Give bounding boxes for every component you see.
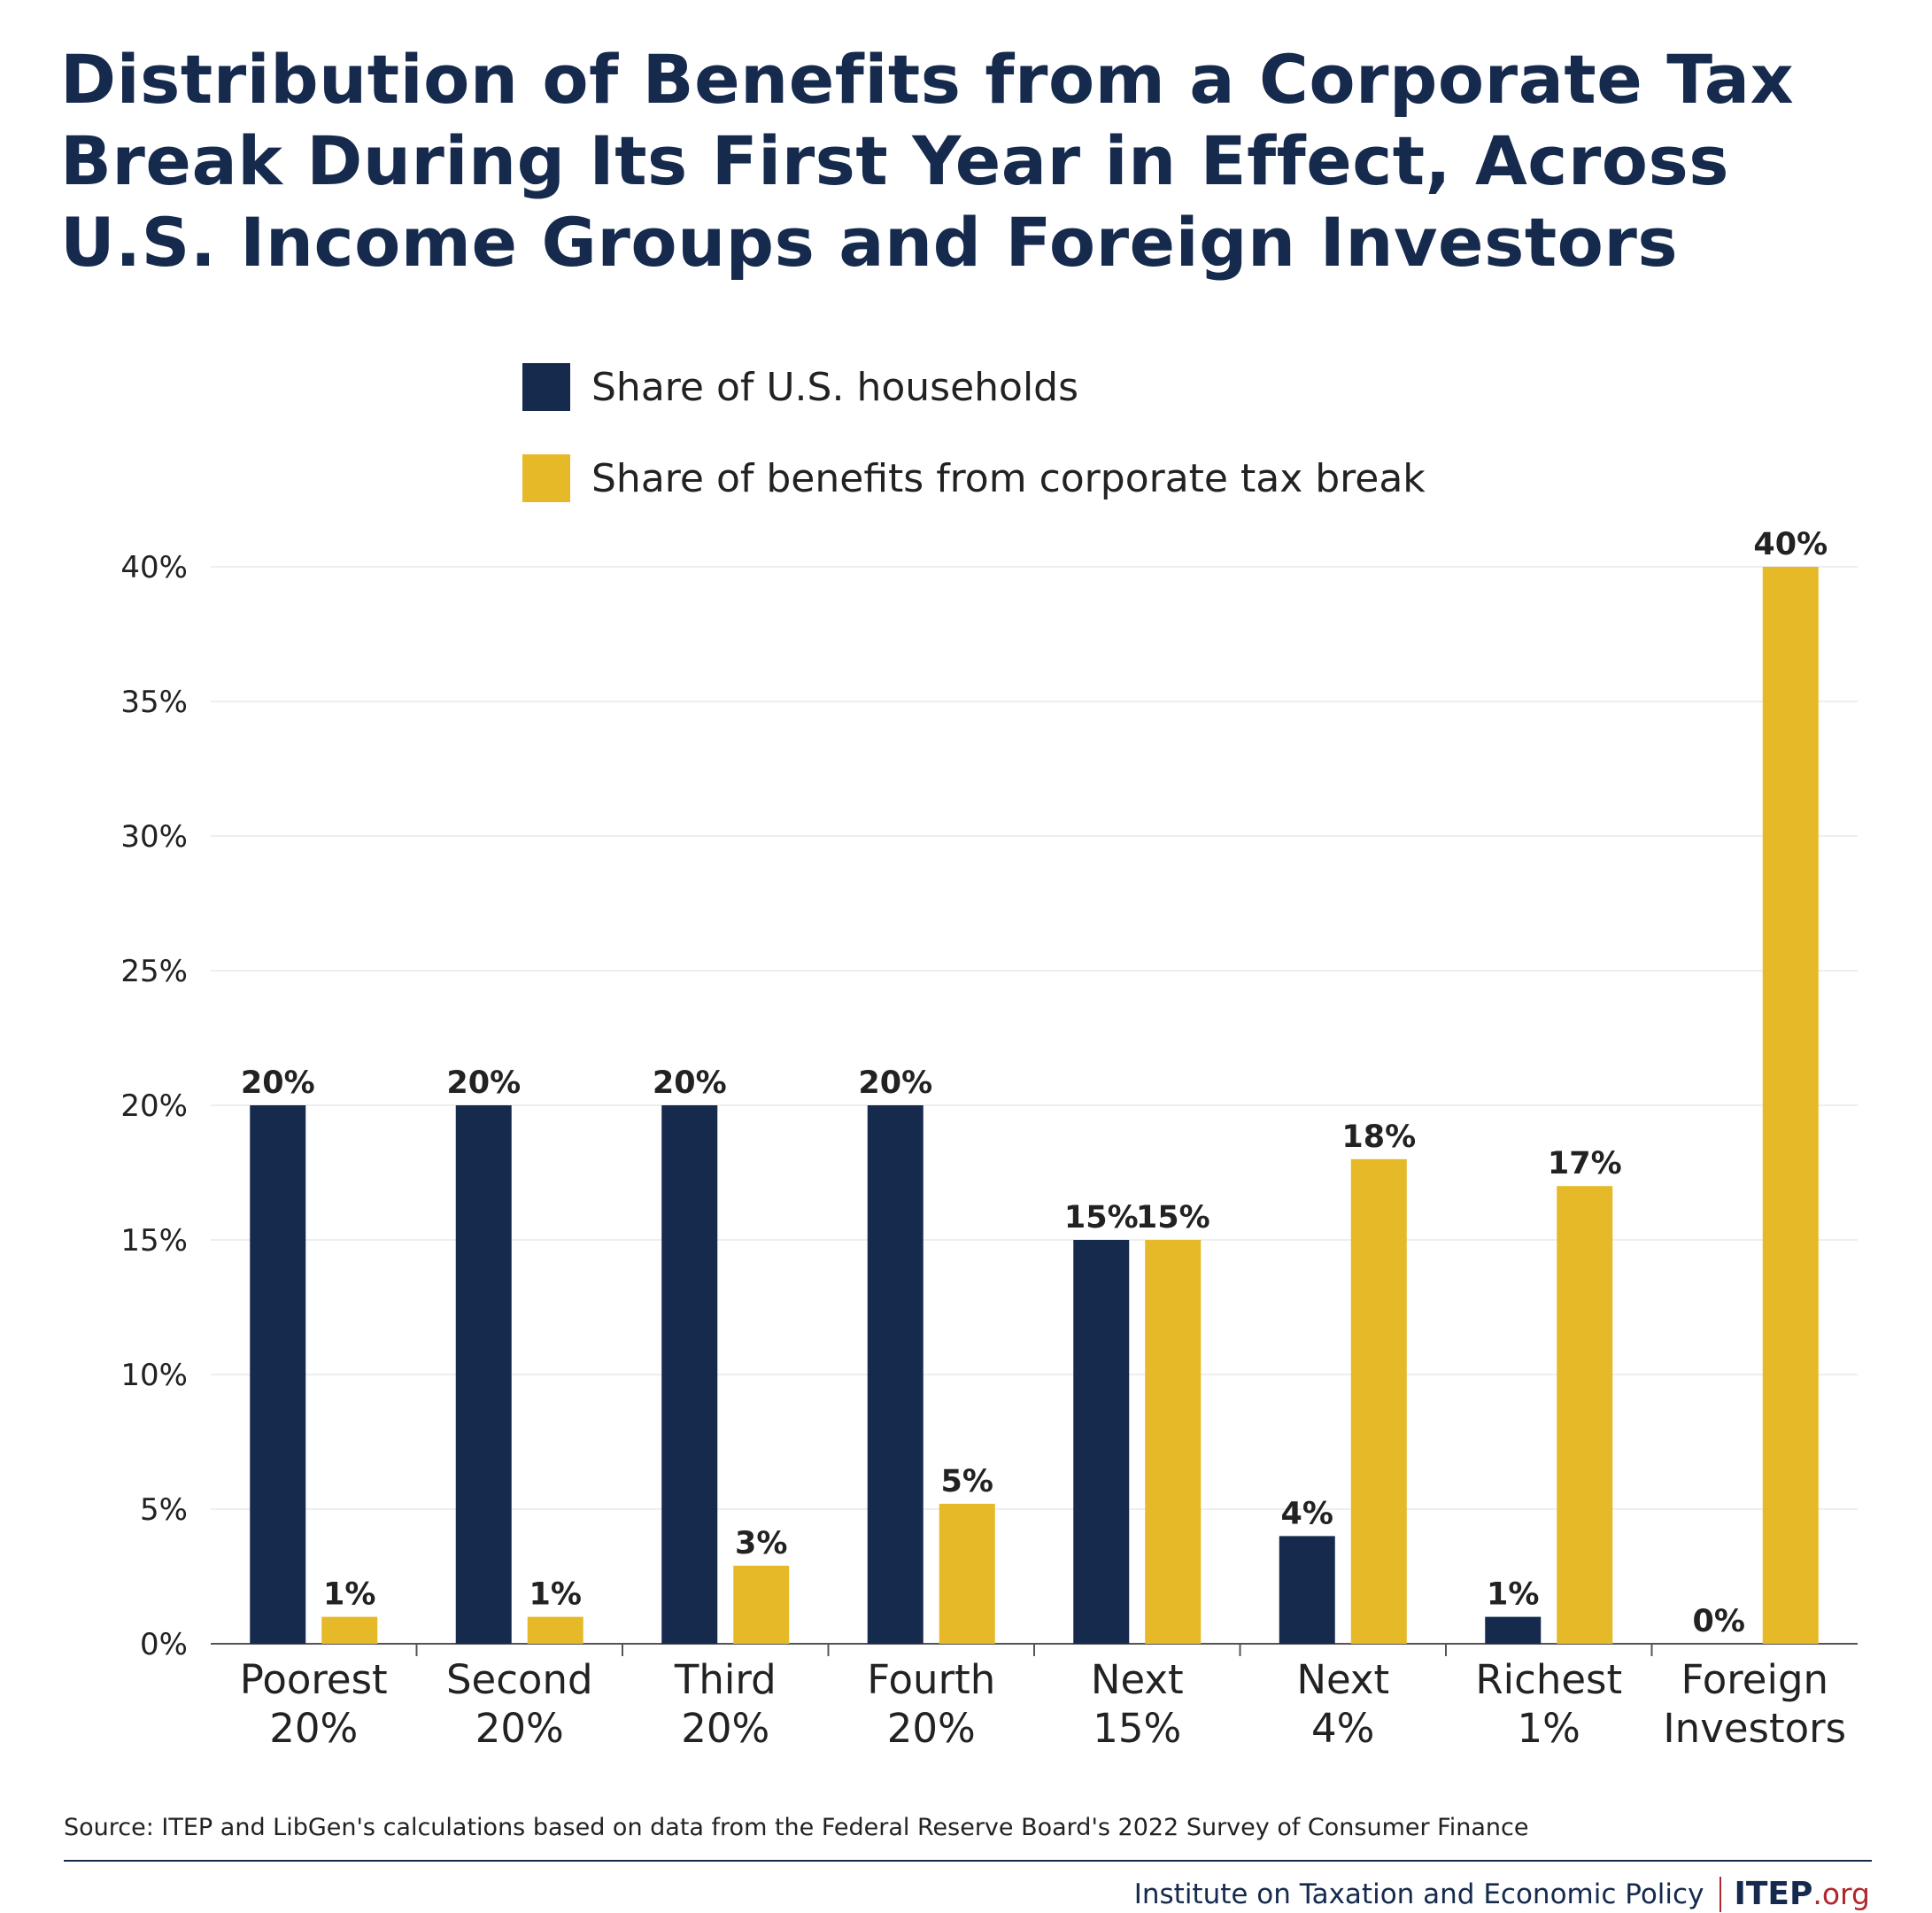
- y-tick-label: 30%: [120, 819, 188, 855]
- data-label: 1%: [323, 1577, 375, 1613]
- x-tick-label: 20%: [681, 1705, 769, 1752]
- data-label: 40%: [1753, 527, 1828, 562]
- footer-divider: [1719, 1876, 1722, 1912]
- bar: [1350, 1158, 1407, 1644]
- x-tick-label: 1%: [1518, 1705, 1580, 1752]
- footer-rule: [64, 1860, 1872, 1862]
- footer-org-name: Institute on Taxation and Economic Polic…: [1133, 1878, 1704, 1910]
- itep-logo-suffix: .org: [1812, 1877, 1870, 1911]
- data-label: 4%: [1281, 1496, 1333, 1531]
- bar-chart: 0%5%10%15%20%25%30%35%40%Poorest20%20%1%…: [120, 527, 1858, 1752]
- y-tick-label: 15%: [120, 1223, 188, 1259]
- data-label: 20%: [653, 1065, 727, 1101]
- bar: [1557, 1186, 1613, 1644]
- x-tick-label: 20%: [475, 1705, 564, 1752]
- bar: [1762, 567, 1819, 1644]
- footer: Institute on Taxation and Economic Polic…: [1134, 1876, 1870, 1912]
- itep-logo[interactable]: ITEP.org: [1734, 1876, 1870, 1912]
- legend-label-benefits: Share of benefits from corporate tax bre…: [591, 455, 1426, 501]
- x-tick-label: Third: [674, 1656, 777, 1703]
- data-label: 20%: [858, 1065, 932, 1101]
- bar: [527, 1616, 583, 1644]
- x-tick-label: Next: [1296, 1656, 1389, 1703]
- legend-label-households: Share of U.S. households: [591, 364, 1079, 410]
- data-label: 15%: [1136, 1200, 1210, 1235]
- legend-swatch-benefits: [522, 454, 570, 502]
- legend-swatch-households: [522, 363, 570, 411]
- bar: [1279, 1536, 1335, 1644]
- bar: [455, 1105, 512, 1644]
- x-tick-label: 20%: [887, 1705, 976, 1752]
- source-note: Source: ITEP and LibGen's calculations b…: [64, 1814, 1529, 1841]
- bar: [661, 1105, 718, 1644]
- bar: [1145, 1240, 1202, 1644]
- bar: [733, 1565, 790, 1644]
- data-label: 1%: [1487, 1577, 1539, 1613]
- x-tick-label: Investors: [1663, 1705, 1846, 1752]
- bar: [321, 1616, 378, 1644]
- data-label: 3%: [735, 1526, 787, 1561]
- bar: [1485, 1616, 1542, 1644]
- data-label: 0%: [1693, 1604, 1745, 1639]
- bar: [1073, 1240, 1130, 1644]
- data-label: 1%: [529, 1577, 582, 1613]
- bar: [939, 1503, 995, 1644]
- y-tick-label: 25%: [120, 954, 188, 989]
- x-tick-label: Poorest: [240, 1656, 388, 1703]
- data-label: 20%: [241, 1065, 315, 1101]
- data-label: 15%: [1064, 1200, 1139, 1235]
- data-label: 20%: [446, 1065, 521, 1101]
- x-tick-label: Richest: [1475, 1656, 1622, 1703]
- y-tick-label: 0%: [140, 1627, 188, 1662]
- y-tick-label: 10%: [120, 1358, 188, 1393]
- legend-item-households: Share of U.S. households: [522, 363, 1078, 411]
- x-tick-label: Next: [1091, 1656, 1184, 1703]
- bar: [250, 1105, 306, 1644]
- y-tick-label: 20%: [120, 1088, 188, 1124]
- data-label: 17%: [1548, 1146, 1622, 1181]
- bar: [867, 1105, 923, 1644]
- x-tick-label: Foreign: [1681, 1656, 1828, 1703]
- y-tick-label: 40%: [120, 550, 188, 585]
- y-tick-label: 35%: [120, 685, 188, 720]
- itep-logo-main: ITEP: [1734, 1876, 1813, 1912]
- x-tick-label: 4%: [1311, 1705, 1374, 1752]
- x-tick-label: Fourth: [867, 1656, 995, 1703]
- legend-item-benefits: Share of benefits from corporate tax bre…: [522, 454, 1426, 502]
- data-label: 5%: [941, 1464, 993, 1499]
- x-tick-label: 20%: [269, 1705, 358, 1752]
- x-tick-label: Second: [446, 1656, 593, 1703]
- x-tick-label: 15%: [1093, 1705, 1181, 1752]
- chart-title: Distribution of Benefits from a Corporat…: [60, 40, 1795, 282]
- data-label: 18%: [1341, 1119, 1416, 1155]
- y-tick-label: 5%: [140, 1492, 188, 1528]
